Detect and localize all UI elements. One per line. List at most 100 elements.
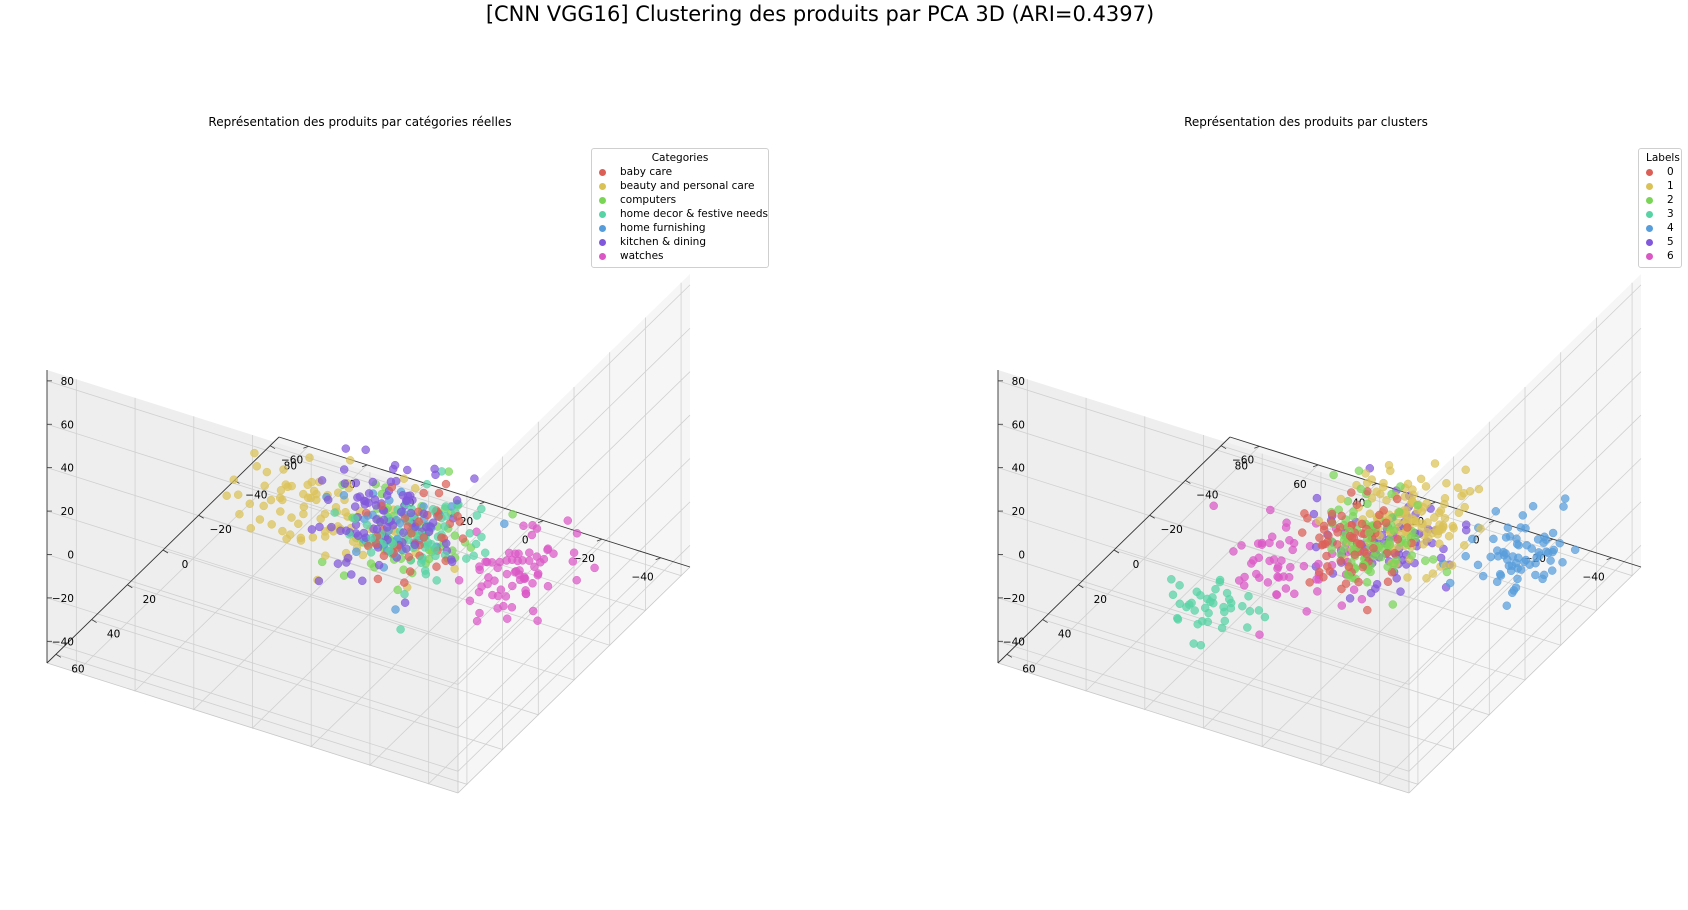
data-point <box>1255 630 1264 639</box>
data-point <box>1327 517 1337 527</box>
data-point <box>422 479 432 489</box>
data-point <box>536 558 545 567</box>
data-point <box>1285 536 1294 545</box>
panel-title-clusters: Représentation des produits par clusters <box>1184 115 1428 129</box>
data-point <box>519 521 528 531</box>
data-point <box>1543 548 1553 558</box>
data-point <box>372 515 381 524</box>
data-point <box>500 519 509 529</box>
y-tick-label: 20 <box>143 594 156 606</box>
data-point <box>1390 548 1399 558</box>
data-point <box>333 559 343 568</box>
data-point <box>1286 562 1295 572</box>
data-point <box>1513 574 1522 584</box>
data-point <box>342 558 351 567</box>
data-point <box>1476 524 1485 533</box>
data-point <box>1538 574 1547 584</box>
plot-categories: −40 −20 0 20 40 60 80 −60 −40 −20 0 20 40 60 −40 −20 0 20… <box>46 274 691 794</box>
data-point <box>1281 523 1291 532</box>
data-point <box>514 549 523 558</box>
data-point <box>1209 501 1218 511</box>
data-point <box>1347 488 1356 497</box>
legend-label: baby care <box>620 166 673 178</box>
data-point <box>1382 540 1391 549</box>
data-point <box>1168 590 1178 600</box>
data-point <box>1349 585 1359 594</box>
data-point <box>1461 465 1470 475</box>
data-point <box>1175 581 1184 590</box>
data-point <box>250 448 259 458</box>
legend-label: 2 <box>1667 194 1674 206</box>
pane-edge <box>457 566 691 794</box>
data-point <box>431 551 440 561</box>
data-point <box>327 522 336 532</box>
data-point <box>1436 506 1446 515</box>
data-point <box>1327 509 1337 519</box>
data-point <box>1327 545 1336 554</box>
data-point <box>477 504 486 514</box>
data-point <box>386 477 396 487</box>
data-point <box>501 592 511 601</box>
data-point <box>1313 587 1322 596</box>
data-point <box>1220 616 1230 626</box>
data-point <box>308 533 318 542</box>
data-point <box>414 517 424 526</box>
legend-entry: 3 <box>1646 207 1674 221</box>
data-point <box>1507 561 1517 570</box>
legend-label: kitchen & dining <box>620 236 706 248</box>
data-point <box>339 571 349 580</box>
data-point <box>1275 540 1285 549</box>
data-point <box>1442 478 1451 488</box>
data-point <box>1238 601 1247 611</box>
data-point <box>1421 556 1430 566</box>
z-tick-label: 60 <box>1012 419 1025 431</box>
data-point <box>382 491 392 500</box>
data-point <box>441 502 450 511</box>
legend-label: 6 <box>1667 250 1674 262</box>
data-point <box>299 502 309 512</box>
data-point <box>1309 509 1319 519</box>
data-point <box>440 522 449 531</box>
legend-title: Labels <box>1646 152 1680 164</box>
x-tick-label: 60 <box>1293 479 1306 491</box>
data-point <box>402 544 411 553</box>
data-point <box>1403 573 1412 582</box>
data-point <box>385 546 394 556</box>
data-point <box>1496 571 1506 580</box>
data-point <box>1445 578 1455 588</box>
data-point <box>1260 612 1270 622</box>
data-point <box>281 480 291 489</box>
legend-marker <box>599 182 606 190</box>
data-point <box>543 581 553 591</box>
data-point <box>1354 466 1364 476</box>
data-point <box>1312 493 1322 503</box>
data-point <box>462 554 471 563</box>
data-point <box>382 523 392 532</box>
x-tick <box>1606 557 1612 561</box>
data-point <box>323 495 333 505</box>
data-point <box>453 512 462 521</box>
data-point <box>371 501 381 510</box>
data-point <box>1428 569 1438 578</box>
data-point <box>1364 528 1374 537</box>
data-point <box>1344 562 1354 571</box>
data-point <box>1419 540 1428 549</box>
legend-label: home furnishing <box>620 222 706 234</box>
data-point <box>444 467 454 476</box>
pane-edge <box>46 662 459 794</box>
data-point <box>1365 509 1375 518</box>
data-point <box>472 616 482 626</box>
z-tick-label: 40 <box>1012 463 1025 475</box>
x-tick-label: 0 <box>1473 535 1480 547</box>
legend-entry: 1 <box>1646 179 1674 193</box>
data-point <box>403 522 413 531</box>
data-point <box>347 570 356 579</box>
data-point <box>406 508 416 518</box>
data-point <box>1547 566 1557 575</box>
data-point <box>1548 528 1558 538</box>
x-tick <box>1254 445 1260 449</box>
data-point <box>1363 499 1372 509</box>
data-point <box>355 492 365 501</box>
z-tick-label: −20 <box>52 593 74 605</box>
data-point <box>321 551 330 560</box>
